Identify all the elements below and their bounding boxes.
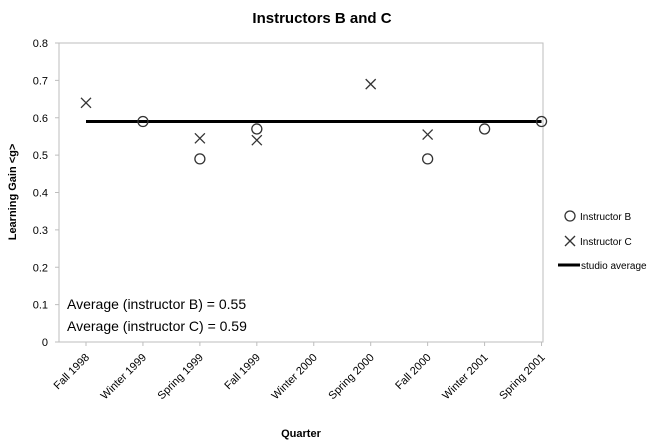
point-instructor-b-fall-1999 — [251, 123, 263, 135]
legend-instructor-b-label: Instructor B — [580, 212, 631, 223]
x-marker-stroke — [422, 129, 434, 141]
annotation-instructor-c-average: Average (instructor C) = 0.59 — [67, 318, 247, 334]
y-tick-label: 0.3 — [33, 225, 48, 237]
point-instructor-b-fall-2000 — [421, 153, 434, 165]
x-marker-stroke — [564, 235, 576, 247]
x-tick-label-winter-2001: Winter 2001 — [440, 352, 490, 402]
point-instructor-b-winter-1999 — [137, 115, 149, 128]
point-instructor-c-fall-2000 — [422, 129, 434, 141]
x-tick-label-spring-1999: Spring 1999 — [156, 352, 206, 402]
x-tick-label-spring-2001: Spring 2001 — [497, 352, 547, 402]
chart-title: Instructors B and C — [252, 10, 391, 27]
x-marker-stroke — [251, 134, 263, 146]
y-axis-label: Learning Gain <g> — [7, 144, 19, 241]
y-tick-label: 0.5 — [33, 150, 48, 162]
x-tick-label-fall-1999: Fall 1999 — [222, 352, 262, 392]
point-instructor-b-spring-2001 — [535, 115, 548, 128]
x-marker-stroke — [194, 132, 206, 144]
legend: Instructor B Instructor C studio average — [558, 210, 647, 272]
data-points — [80, 78, 548, 165]
x-marker-stroke — [80, 97, 92, 109]
annotation-instructor-b-average: Average (instructor B) = 0.55 — [67, 296, 246, 312]
legend-instructor-b-marker — [564, 210, 576, 222]
x-axis-label: Quarter — [281, 428, 321, 440]
y-tick-label: 0.4 — [33, 188, 48, 200]
point-instructor-c-spring-2000 — [365, 78, 377, 90]
point-instructor-c-spring-1999 — [194, 132, 206, 144]
y-tick-label: 0.1 — [33, 300, 48, 312]
point-instructor-c-fall-1998 — [80, 97, 92, 109]
y-axis: 0 0.1 0.2 0.3 0.4 0.5 0.6 0.7 0.8 — [33, 38, 59, 349]
x-tick-label-fall-1998: Fall 1998 — [52, 352, 92, 392]
x-tick-label-fall-2000: Fall 2000 — [393, 352, 433, 392]
y-tick-label: 0 — [42, 337, 48, 349]
point-instructor-b-winter-2001 — [478, 123, 491, 135]
x-marker-stroke — [365, 78, 377, 90]
y-tick-label: 0.6 — [33, 113, 48, 125]
legend-studio-average-label: studio average — [581, 261, 647, 272]
legend-instructor-c-label: Instructor C — [580, 237, 632, 248]
legend-instructor-c-marker — [564, 235, 576, 247]
x-axis: Fall 1998 Winter 1999 Spring 1999 Fall 1999… — [52, 342, 548, 402]
y-tick-label: 0.2 — [33, 262, 48, 274]
x-tick-label-winter-1999: Winter 1999 — [99, 352, 149, 402]
point-instructor-c-fall-1999 — [251, 134, 263, 146]
point-instructor-b-spring-1999 — [194, 153, 206, 165]
y-tick-label: 0.7 — [33, 75, 48, 87]
x-tick-label-spring-2000: Spring 2000 — [326, 352, 376, 402]
y-tick-label: 0.8 — [33, 38, 48, 50]
x-tick-label-winter-2000: Winter 2000 — [269, 352, 319, 402]
